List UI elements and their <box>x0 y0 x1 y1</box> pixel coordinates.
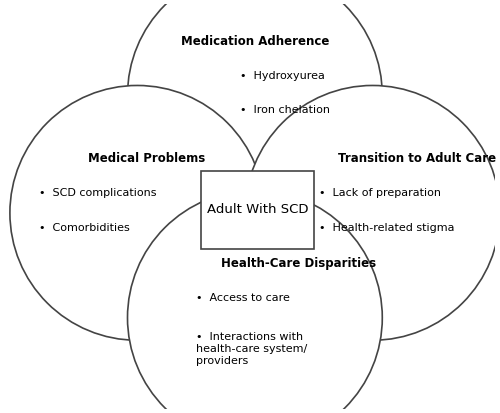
Text: •  Health-related stigma: • Health-related stigma <box>318 223 454 233</box>
Text: •  Access to care: • Access to care <box>196 293 290 303</box>
Text: Health-Care Disparities: Health-Care Disparities <box>220 257 376 271</box>
Circle shape <box>10 85 264 340</box>
Text: •  Lack of preparation: • Lack of preparation <box>318 188 440 198</box>
Text: •  Hydroxyurea: • Hydroxyurea <box>240 71 325 81</box>
Text: Transition to Adult Care: Transition to Adult Care <box>338 152 496 166</box>
Circle shape <box>245 85 500 340</box>
Text: •  Interactions with
health-care system/
providers: • Interactions with health-care system/ … <box>196 332 308 366</box>
Text: Medication Adherence: Medication Adherence <box>180 35 329 48</box>
Circle shape <box>128 190 382 413</box>
Text: •  Iron chelation: • Iron chelation <box>240 105 330 115</box>
Text: •  SCD complications: • SCD complications <box>40 188 157 198</box>
Circle shape <box>128 0 382 223</box>
Text: Adult With SCD: Adult With SCD <box>206 204 308 216</box>
Text: •  Comorbidities: • Comorbidities <box>40 223 130 233</box>
FancyBboxPatch shape <box>201 171 314 249</box>
Text: Medical Problems: Medical Problems <box>88 152 206 166</box>
